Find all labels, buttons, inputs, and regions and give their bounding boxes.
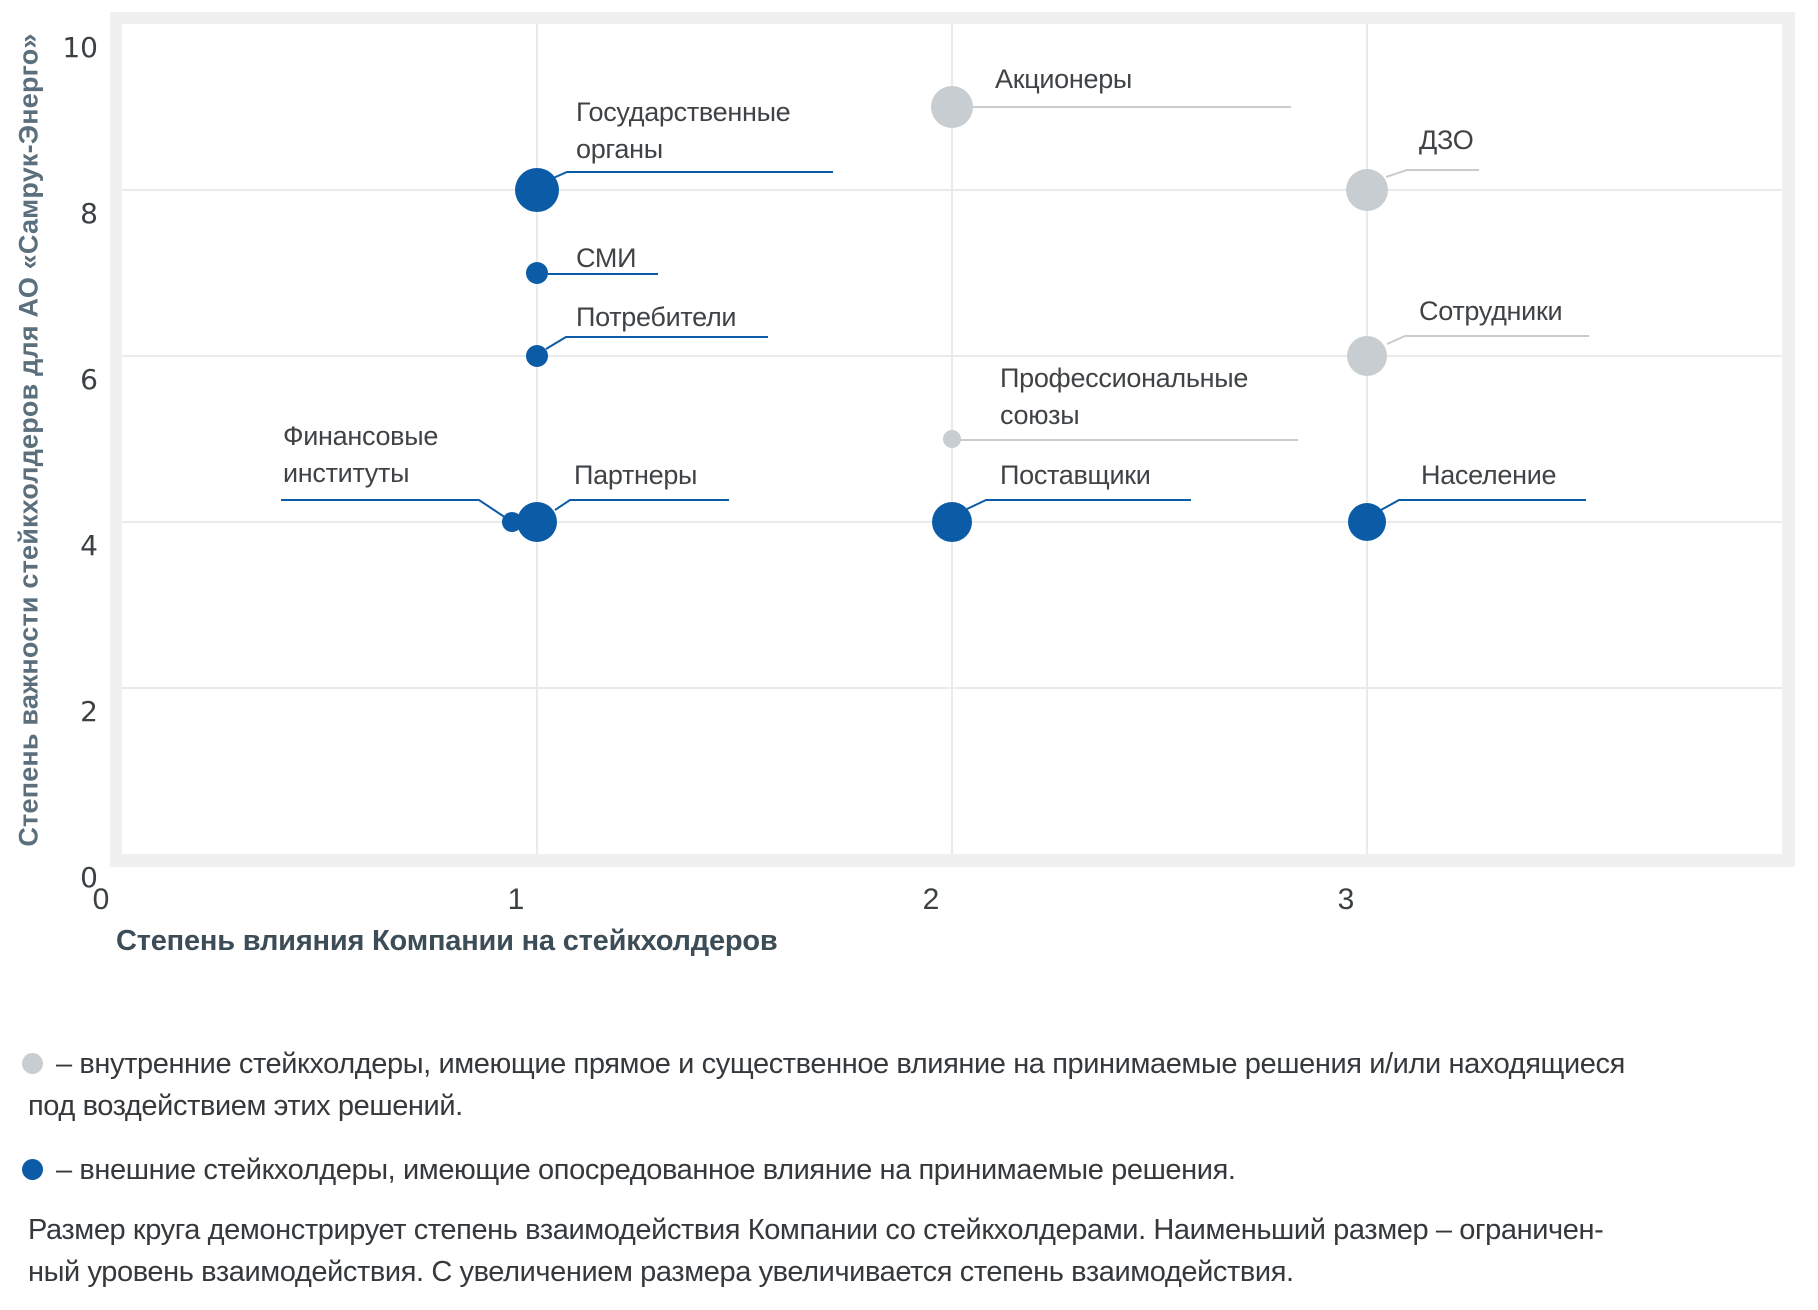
shareholders-bubble xyxy=(931,86,973,128)
unions-bubble xyxy=(943,430,961,448)
legend-internal-line-1: – внутренние стейкхолдеры, имеющие прямо… xyxy=(56,1048,1625,1080)
y-tick-label-4: 4 xyxy=(80,529,98,562)
x-tick-label-1: 1 xyxy=(507,883,525,916)
suppliers-label-line: Поставщики xyxy=(1000,460,1151,490)
partners-label: Партнеры xyxy=(574,457,697,494)
shareholders-label-line: Акционеры xyxy=(995,64,1133,94)
shareholders-label: Акционеры xyxy=(995,61,1132,98)
consumers-bubble xyxy=(526,345,548,367)
size-note-line-1: Размер круга демонстрирует степень взаим… xyxy=(28,1214,1604,1246)
employees-label-line: Сотрудники xyxy=(1419,296,1563,326)
suppliers-bubble xyxy=(932,502,972,542)
partners-bubble xyxy=(517,502,557,542)
dzo-label-line: ДЗО xyxy=(1419,125,1474,155)
y-tick-label-8: 8 xyxy=(80,197,98,230)
gridline-x-3 xyxy=(1366,24,1368,854)
suppliers-label: Поставщики xyxy=(1000,457,1151,494)
x-tick-label-3: 3 xyxy=(1337,883,1355,916)
population-label: Население xyxy=(1421,457,1557,494)
dzo-label: ДЗО xyxy=(1419,122,1474,159)
gov-bodies-bubble xyxy=(515,168,559,212)
consumers-label-line: Потребители xyxy=(576,302,737,332)
gov-bodies-label-line: органы xyxy=(576,134,663,164)
gridline-x-1 xyxy=(536,24,538,854)
legend-external-line-1: – внешние стейкхолдеры, имеющие опосредо… xyxy=(56,1154,1236,1186)
employees-bubble xyxy=(1347,336,1387,376)
y-tick-label-0: 0 xyxy=(80,861,98,894)
internal-stakeholder-dot xyxy=(22,1053,43,1074)
x-axis-title: Степень влияния Компании на стейкхолдеро… xyxy=(116,925,778,957)
y-tick-label-10: 10 xyxy=(62,31,98,64)
consumers-label: Потребители xyxy=(576,299,737,336)
x-tick-label-0: 0 xyxy=(92,883,110,916)
gov-bodies-label: Государственные органы xyxy=(576,94,791,168)
smi-label: СМИ xyxy=(576,240,637,277)
smi-label-line: СМИ xyxy=(576,243,637,273)
size-note-line-2: ный уровень взаимодействия. С увеличение… xyxy=(28,1256,1294,1288)
unions-label-line: союзы xyxy=(1000,400,1080,430)
fin-institutes-label-line: институты xyxy=(283,458,410,488)
y-tick-label-2: 2 xyxy=(80,695,98,728)
unions-label-line: Профессиональные xyxy=(1000,363,1249,393)
smi-bubble xyxy=(526,262,548,284)
dzo-bubble xyxy=(1346,169,1388,211)
partners-label-line: Партнеры xyxy=(574,460,698,490)
fin-institutes-bubble xyxy=(502,512,523,532)
legend-internal-line-2: под воздействием этих решений. xyxy=(28,1090,463,1122)
population-label-line: Население xyxy=(1421,460,1557,490)
gov-bodies-label-line: Государственные xyxy=(576,97,791,127)
unions-label: Профессиональные союзы xyxy=(1000,360,1248,434)
y-tick-label-6: 6 xyxy=(80,363,98,396)
fin-institutes-label: Финансовые институты xyxy=(283,418,438,492)
x-tick-label-2: 2 xyxy=(922,883,940,916)
external-stakeholder-dot xyxy=(22,1159,43,1180)
employees-label: Сотрудники xyxy=(1419,293,1563,330)
fin-institutes-label-line: Финансовые xyxy=(283,421,439,451)
population-bubble xyxy=(1348,503,1386,541)
y-axis-title: Степень важности стейкхолдеров для АО «С… xyxy=(13,33,44,847)
